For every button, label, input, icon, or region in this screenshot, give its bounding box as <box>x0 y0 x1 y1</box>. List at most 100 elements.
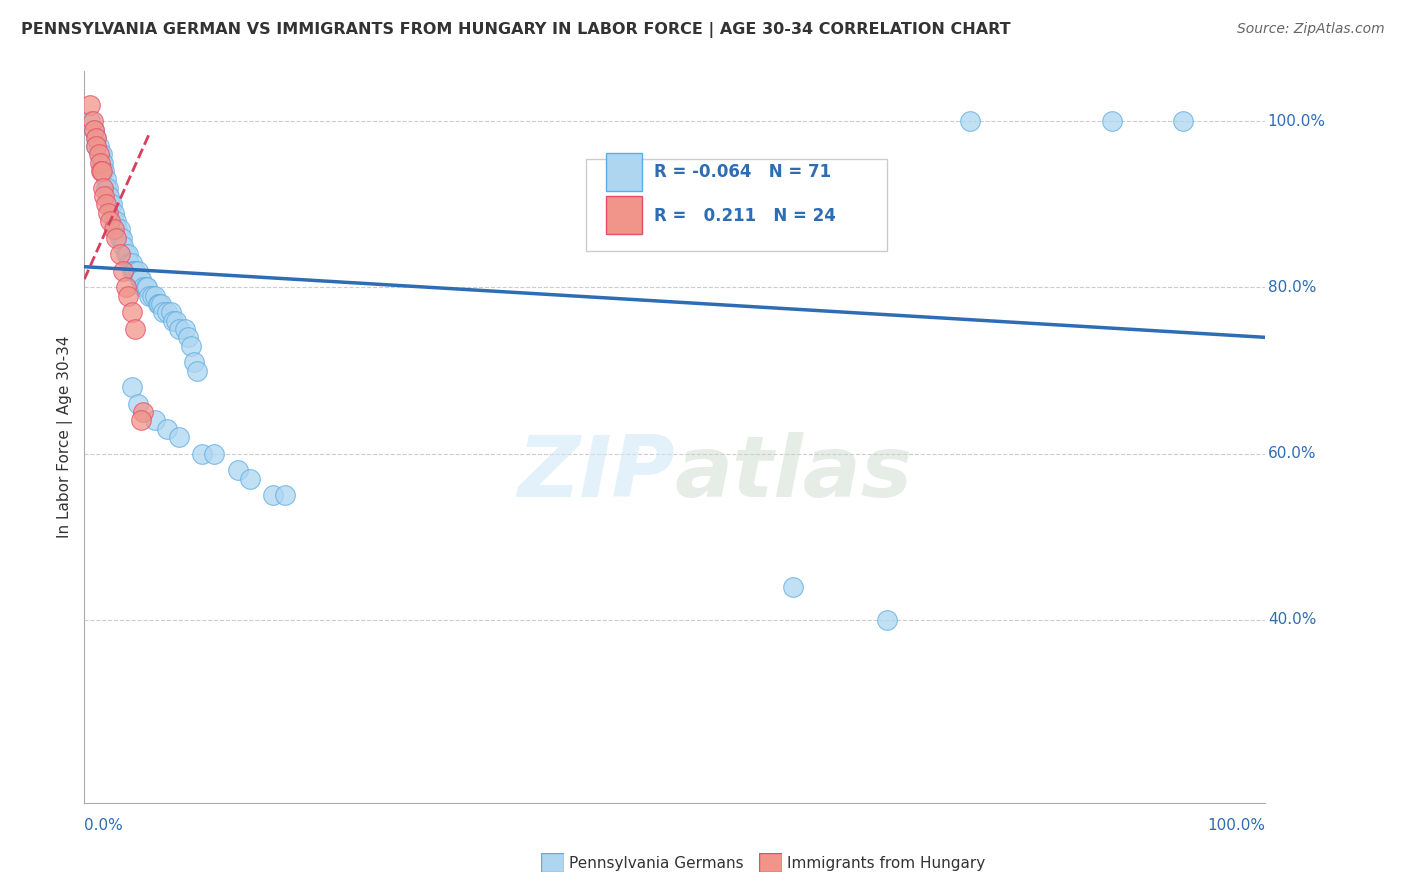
Point <box>112 239 135 253</box>
Point <box>121 380 143 394</box>
Point <box>186 363 208 377</box>
Point <box>105 214 128 228</box>
Point <box>1101 114 1123 128</box>
Point <box>91 156 114 170</box>
Point <box>173 322 195 336</box>
Point <box>127 264 149 278</box>
Point <box>91 164 114 178</box>
Point <box>83 122 105 136</box>
Point <box>136 280 159 294</box>
Text: 60.0%: 60.0% <box>1268 446 1316 461</box>
Point <box>117 289 139 303</box>
Point <box>93 164 115 178</box>
FancyBboxPatch shape <box>586 159 887 251</box>
Point <box>121 305 143 319</box>
Point <box>107 222 129 236</box>
Point <box>100 197 122 211</box>
Point <box>89 147 111 161</box>
Point <box>103 222 125 236</box>
Point <box>84 131 107 145</box>
Point <box>177 330 200 344</box>
Point <box>138 289 160 303</box>
Point <box>108 247 131 261</box>
Point <box>114 280 136 294</box>
Point <box>262 488 284 502</box>
Text: 100.0%: 100.0% <box>1208 818 1265 833</box>
Point <box>122 264 145 278</box>
Point <box>121 264 143 278</box>
Point <box>108 230 131 244</box>
Text: PENNSYLVANIA GERMAN VS IMMIGRANTS FROM HUNGARY IN LABOR FORCE | AGE 30-34 CORREL: PENNSYLVANIA GERMAN VS IMMIGRANTS FROM H… <box>21 22 1011 38</box>
Point <box>90 164 112 178</box>
Point <box>87 139 110 153</box>
Text: atlas: atlas <box>675 432 912 516</box>
Point <box>183 355 205 369</box>
Point <box>91 147 114 161</box>
Point <box>97 205 120 219</box>
Point <box>162 314 184 328</box>
Point <box>87 147 110 161</box>
Point <box>156 422 179 436</box>
Y-axis label: In Labor Force | Age 30-34: In Labor Force | Age 30-34 <box>58 335 73 539</box>
Text: R = -0.064   N = 71: R = -0.064 N = 71 <box>654 163 831 181</box>
Point <box>1171 114 1194 128</box>
Point <box>129 413 152 427</box>
Point <box>111 230 134 244</box>
Point <box>124 322 146 336</box>
Point <box>959 114 981 128</box>
Point <box>94 197 117 211</box>
Point <box>782 580 804 594</box>
Point <box>150 297 173 311</box>
Text: Immigrants from Hungary: Immigrants from Hungary <box>787 856 986 871</box>
Point <box>114 247 136 261</box>
Point <box>129 272 152 286</box>
Point <box>148 297 170 311</box>
Point <box>112 264 135 278</box>
Point <box>98 214 121 228</box>
FancyBboxPatch shape <box>606 153 641 191</box>
Point <box>94 172 117 186</box>
Text: 100.0%: 100.0% <box>1268 114 1326 128</box>
Point <box>146 297 169 311</box>
Point <box>91 180 114 194</box>
Point <box>132 405 155 419</box>
Point <box>143 413 166 427</box>
Point <box>97 189 120 203</box>
Text: Pennsylvania Germans: Pennsylvania Germans <box>569 856 744 871</box>
Point <box>132 280 155 294</box>
Text: 80.0%: 80.0% <box>1268 280 1316 295</box>
Point <box>167 430 190 444</box>
Text: Source: ZipAtlas.com: Source: ZipAtlas.com <box>1237 22 1385 37</box>
Point <box>167 322 190 336</box>
Point <box>143 289 166 303</box>
Point <box>79 114 101 128</box>
Text: 40.0%: 40.0% <box>1268 613 1316 627</box>
Point <box>118 255 141 269</box>
Point <box>91 156 114 170</box>
Point <box>103 205 125 219</box>
Point <box>82 114 104 128</box>
FancyBboxPatch shape <box>606 196 641 235</box>
Point <box>141 289 163 303</box>
Point <box>274 488 297 502</box>
Point <box>166 314 188 328</box>
Point <box>135 280 157 294</box>
Point <box>84 139 107 153</box>
Point <box>93 189 115 203</box>
Point <box>180 339 202 353</box>
Point <box>97 180 120 194</box>
Point <box>127 397 149 411</box>
Text: ZIP: ZIP <box>517 432 675 516</box>
Point <box>202 447 225 461</box>
Point <box>103 214 125 228</box>
Point <box>94 180 117 194</box>
Point <box>98 189 121 203</box>
Point <box>159 305 181 319</box>
Point <box>226 463 249 477</box>
Point <box>84 139 107 153</box>
Point <box>191 447 214 461</box>
Text: 0.0%: 0.0% <box>84 818 124 833</box>
Text: R =   0.211   N = 24: R = 0.211 N = 24 <box>654 207 835 225</box>
Point <box>239 472 262 486</box>
Point <box>156 305 179 319</box>
